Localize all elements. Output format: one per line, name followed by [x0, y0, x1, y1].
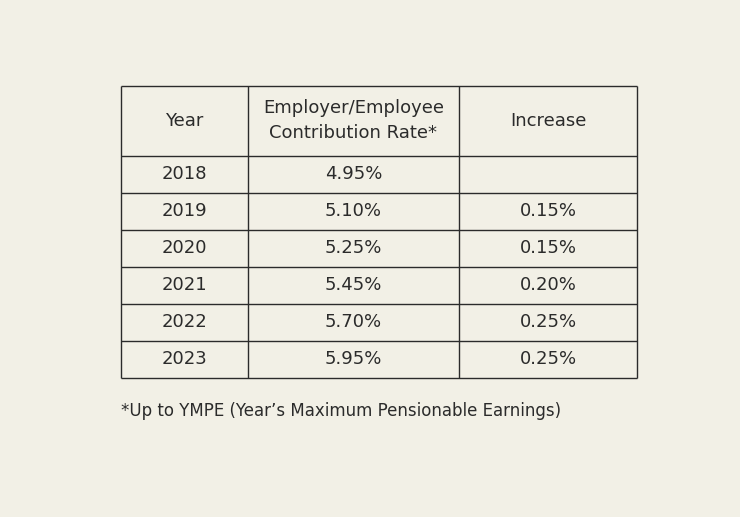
Text: 0.25%: 0.25% — [519, 313, 577, 331]
Text: 2020: 2020 — [161, 239, 207, 257]
Text: Employer/Employee
Contribution Rate*: Employer/Employee Contribution Rate* — [263, 99, 444, 142]
Text: 5.10%: 5.10% — [325, 202, 382, 220]
Text: 0.15%: 0.15% — [519, 202, 576, 220]
Text: 5.25%: 5.25% — [325, 239, 382, 257]
Text: 5.45%: 5.45% — [325, 276, 382, 294]
Text: 2023: 2023 — [161, 350, 207, 368]
Text: 2018: 2018 — [161, 165, 207, 183]
Text: 2019: 2019 — [161, 202, 207, 220]
Text: 2022: 2022 — [161, 313, 207, 331]
Text: Year: Year — [165, 112, 204, 130]
Text: Increase: Increase — [510, 112, 587, 130]
Text: 0.25%: 0.25% — [519, 350, 577, 368]
Text: *Up to YMPE (Year’s Maximum Pensionable Earnings): *Up to YMPE (Year’s Maximum Pensionable … — [121, 402, 562, 420]
Text: 0.20%: 0.20% — [520, 276, 576, 294]
Text: 5.70%: 5.70% — [325, 313, 382, 331]
Text: 2021: 2021 — [161, 276, 207, 294]
Text: 5.95%: 5.95% — [325, 350, 382, 368]
Text: 4.95%: 4.95% — [325, 165, 382, 183]
Text: 0.15%: 0.15% — [519, 239, 576, 257]
